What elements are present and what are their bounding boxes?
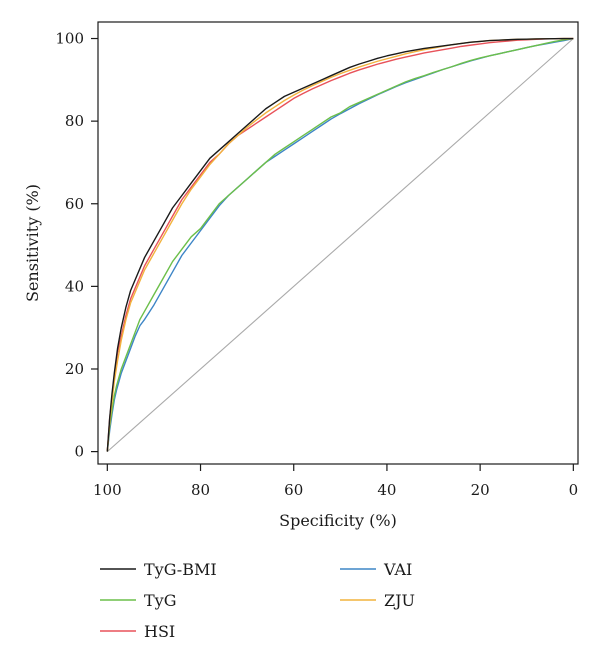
x-tick-label: 100 xyxy=(93,481,122,499)
legend-label-hsi: HSI xyxy=(144,622,175,641)
y-tick-label: 100 xyxy=(55,30,84,48)
series-line-tyg-bmi xyxy=(106,37,574,452)
legend-label-vai: VAI xyxy=(383,560,412,579)
series-line-hsi xyxy=(106,37,574,452)
reference-diagonal-line xyxy=(106,38,574,453)
y-axis-ticks: 0 20 40 60 80 100 xyxy=(55,30,98,461)
axes xyxy=(97,21,579,465)
legend-label-tyg-bmi: TyG-BMI xyxy=(144,560,217,579)
plot-frame xyxy=(97,21,579,465)
x-tick-label: 80 xyxy=(191,481,210,499)
x-tick-label: 60 xyxy=(284,481,303,499)
y-tick-label: 20 xyxy=(65,360,84,378)
x-tick-label: 0 xyxy=(569,481,579,499)
legend-label-zju: ZJU xyxy=(384,591,415,610)
legend: TyG-BMI TyG HSI VAI ZJU xyxy=(100,560,415,641)
roc-curves xyxy=(106,37,574,452)
y-tick-label: 60 xyxy=(65,195,84,213)
legend-label-tyg: TyG xyxy=(144,591,177,610)
x-tick-label: 20 xyxy=(471,481,490,499)
y-axis-label: Sensitivity (%) xyxy=(23,184,42,302)
y-tick-label: 40 xyxy=(65,277,84,295)
y-tick-label: 80 xyxy=(65,112,84,130)
series-line-tyg xyxy=(106,37,574,452)
x-tick-label: 40 xyxy=(377,481,396,499)
x-axis-ticks: 100 80 60 40 20 0 xyxy=(93,464,578,499)
y-tick-label: 0 xyxy=(74,443,84,461)
x-axis-label: Specificity (%) xyxy=(279,511,397,530)
